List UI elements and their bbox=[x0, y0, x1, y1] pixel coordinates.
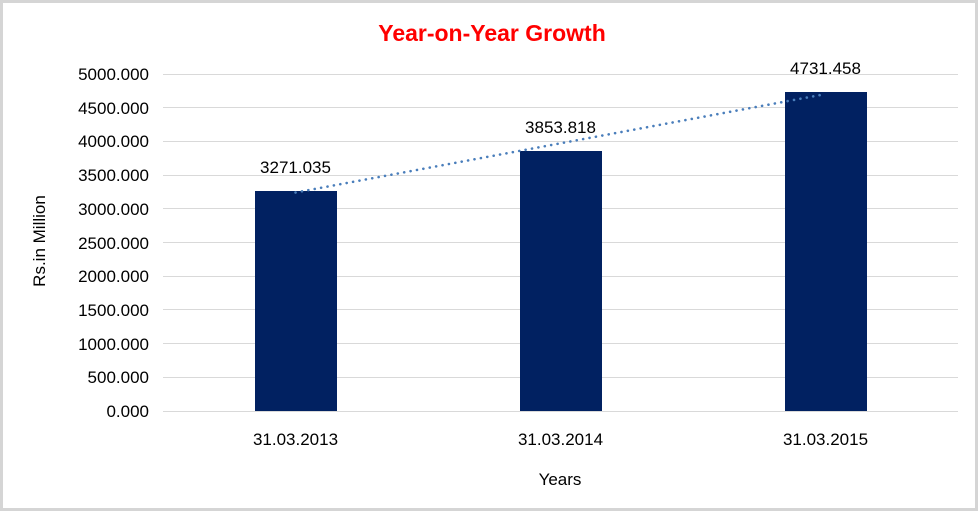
gridline bbox=[163, 410, 958, 412]
y-tick-label: 2500.000 bbox=[78, 233, 149, 253]
y-tick-label: 4500.000 bbox=[78, 98, 149, 118]
data-label: 3271.035 bbox=[260, 157, 331, 177]
bar-31.03.2015 bbox=[784, 92, 867, 411]
y-tick-label: 3500.000 bbox=[78, 166, 149, 186]
y-tick-label: 0.000 bbox=[106, 402, 149, 421]
bar-31.03.2013 bbox=[254, 190, 337, 411]
x-tick-label: 31.03.2015 bbox=[782, 430, 869, 449]
y-tick-label: 1500.000 bbox=[78, 300, 149, 320]
y-tick-label: 500.000 bbox=[87, 368, 149, 388]
y-tick-label: 2000.000 bbox=[78, 267, 149, 287]
data-label: 4731.458 bbox=[790, 59, 861, 79]
y-tick-label: 4000.000 bbox=[78, 132, 149, 152]
gridline bbox=[163, 73, 958, 75]
x-tick-label: 31.03.2014 bbox=[517, 430, 604, 449]
bar-31.03.2014 bbox=[519, 151, 602, 411]
y-tick-label: 1000.000 bbox=[78, 334, 149, 354]
y-tick-label: 3000.000 bbox=[78, 199, 149, 219]
x-tick-label: 31.03.2013 bbox=[252, 430, 339, 449]
data-label: 3853.818 bbox=[525, 118, 596, 138]
chart-title: Year-on-Year Growth bbox=[378, 20, 606, 46]
x-axis-title: Years bbox=[538, 470, 582, 489]
y-tick-label: 5000.000 bbox=[78, 65, 149, 84]
